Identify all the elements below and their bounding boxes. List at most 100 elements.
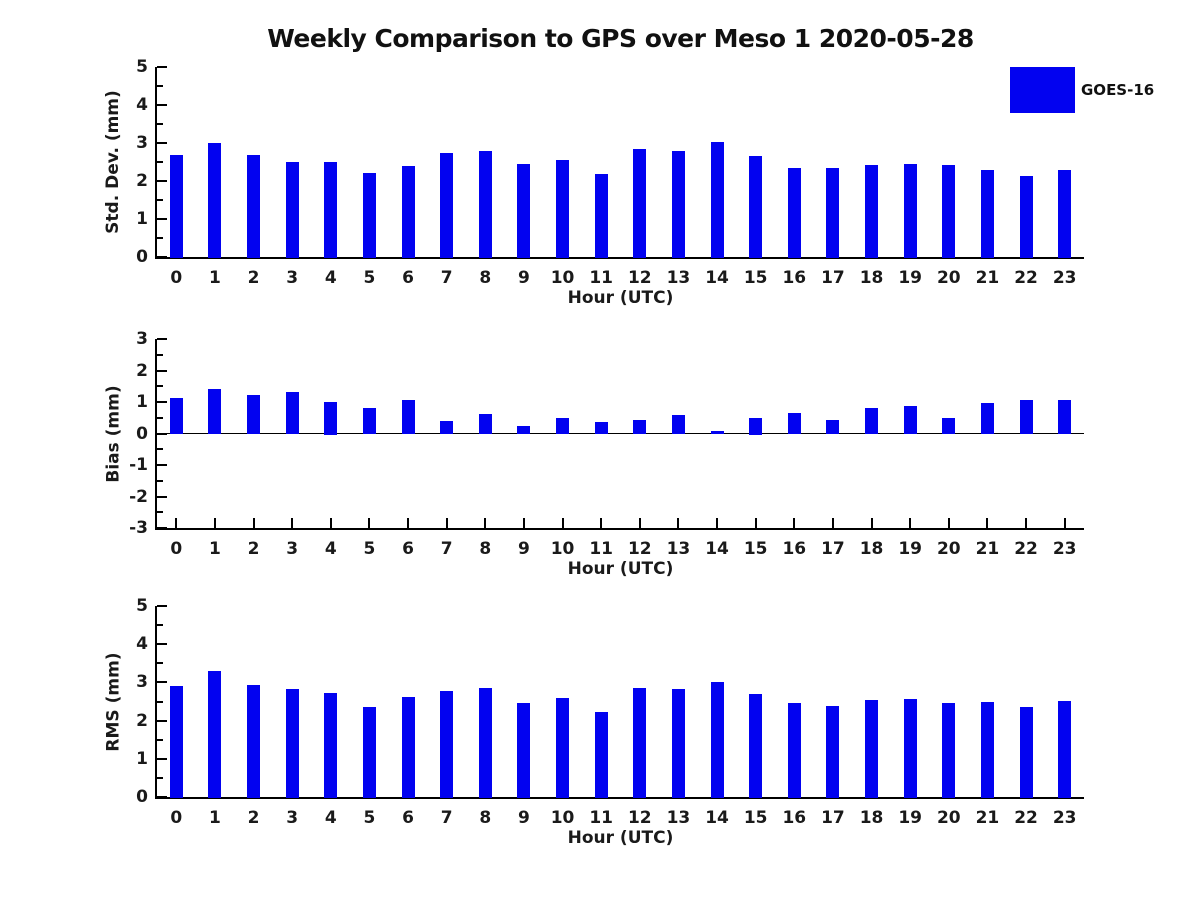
bar-hour-7 [440,691,454,798]
bar-hour-9 [517,703,531,798]
bar-hour-0 [169,398,183,435]
x-tick-label: 10 [550,268,575,288]
x-tick-label: 21 [975,539,1000,559]
bar-hour-11 [594,421,608,435]
x-tick-label: 22 [1014,808,1038,828]
x-tick-label: 5 [363,268,376,288]
bar-hour-3 [285,161,299,258]
x-major-tick [909,518,912,528]
x-tick-label: 6 [402,539,414,559]
x-tick-label: 22 [1014,268,1038,288]
y-major-tick [157,142,167,144]
x-major-tick [175,518,178,528]
bar-hour-15 [749,417,763,435]
bar-hour-21 [980,402,994,435]
x-major-tick [213,518,216,528]
zero-line [155,432,1084,434]
y-tick-label: 0 [136,247,148,267]
x-axis-title: Hour (UTC) [567,559,674,579]
bar-hour-0 [169,686,183,798]
bar-hour-6 [401,165,415,258]
y-tick-label: 0 [136,787,148,807]
bar-hour-4 [324,693,338,798]
y-minor-tick [157,161,163,163]
y-tick-label: 2 [136,171,148,191]
y-axis-spine [155,67,157,259]
x-tick-label: 19 [898,539,923,559]
x-tick-label: 17 [821,268,845,288]
x-axis-spine [155,528,1084,530]
x-tick-label: 20 [936,539,961,559]
bar-hour-10 [556,159,570,258]
x-tick-label: 18 [859,539,884,559]
legend-label-goes16: GOES-16 [1081,81,1155,99]
x-axis-spine [155,257,1084,259]
y-minor-tick [157,662,163,665]
bar-hour-11 [594,712,608,798]
x-tick-label: 9 [518,539,530,559]
y-major-tick [157,401,167,403]
bar-hour-19 [903,164,917,258]
x-tick-label: 3 [286,268,299,288]
x-tick-label: 20 [936,268,961,288]
x-tick-label: 6 [402,808,414,828]
x-tick-label: 17 [821,808,845,828]
x-tick-label: 6 [402,268,414,288]
y-major-tick [157,495,167,498]
bar-hour-5 [362,706,376,798]
y-tick-label: 5 [136,57,148,77]
bar-hour-13 [671,151,685,258]
x-tick-label: 0 [170,808,183,828]
y-major-tick [157,180,167,182]
bar-hour-22 [1019,400,1033,435]
bar-hour-16 [787,702,801,798]
bar-hour-2 [247,395,261,435]
bar-hour-19 [903,406,917,435]
x-tick-label: 18 [859,268,884,288]
bar-hour-17 [826,167,840,258]
bar-hour-19 [903,698,917,798]
x-tick-label: 13 [666,539,691,559]
x-tick-label: 23 [1052,268,1077,288]
bar-hour-1 [208,142,222,258]
bar-hour-0 [169,154,183,258]
bar-hour-7 [440,421,454,435]
x-axis-title: Hour (UTC) [567,288,674,308]
bar-hour-11 [594,173,608,258]
y-major-tick [157,527,167,529]
bar-hour-2 [247,154,261,258]
x-tick-label: 2 [247,268,260,288]
x-tick-label: 15 [743,808,768,828]
y-axis-spine [155,339,157,530]
x-tick-label: 13 [666,268,691,288]
bar-hour-5 [362,172,376,258]
x-tick-label: 19 [898,268,923,288]
bar-hour-9 [517,163,531,258]
x-tick-label: 11 [589,268,614,288]
y-tick-label: 2 [136,360,148,381]
bar-hour-20 [942,418,956,435]
x-major-tick [407,518,410,528]
bar-hour-12 [633,419,647,435]
y-minor-tick [157,479,163,482]
x-major-tick [870,518,873,528]
x-major-tick [561,518,564,528]
y-major-tick [157,104,167,106]
x-tick-label: 0 [170,268,183,288]
y-major-tick [157,719,167,722]
y-major-tick [157,464,167,466]
x-tick-label: 7 [440,808,453,828]
bar-hour-17 [826,420,840,435]
y-tick-label: 1 [136,392,148,412]
bar-hour-20 [942,165,956,258]
x-major-tick [252,518,255,528]
y-minor-tick [157,448,163,451]
bar-hour-6 [401,696,415,798]
bar-hour-21 [980,701,994,798]
y-tick-label: -3 [129,518,148,538]
y-major-tick [157,338,167,340]
bar-hour-12 [633,149,647,258]
x-tick-label: 23 [1052,808,1077,828]
